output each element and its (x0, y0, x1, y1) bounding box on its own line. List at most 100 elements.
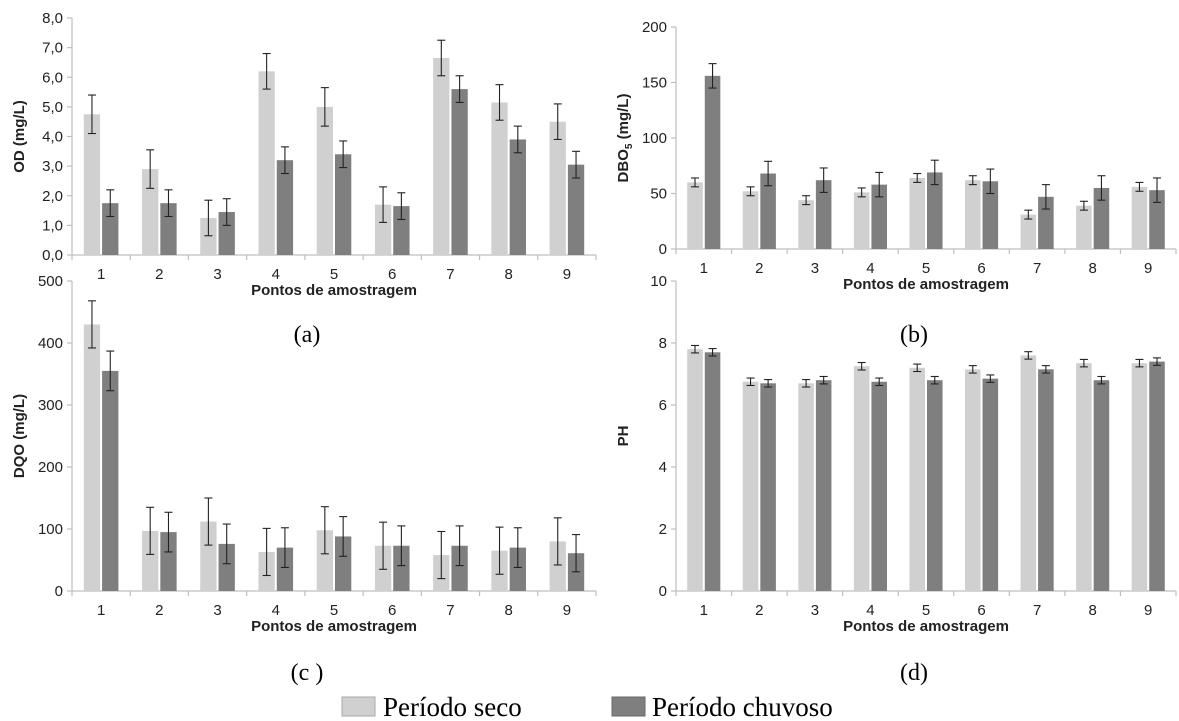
dbo5-error-bar-chuvoso (930, 159, 939, 186)
ph-bar-seco (853, 366, 870, 591)
od-bar-seco (258, 71, 275, 255)
od-error-bar-chuvoso (513, 125, 522, 154)
dbo5-bar-seco (1020, 214, 1037, 249)
dqo-bar-seco (316, 530, 333, 591)
ph-x-tick-label: 2 (755, 602, 763, 619)
dqo-error-bar-chuvoso (339, 516, 348, 557)
dbo5-error-bar-seco (802, 195, 811, 206)
dqo-bar-chuvoso (393, 545, 410, 591)
dqo-error-bar-seco (204, 497, 213, 546)
od-x-tick-label: 1 (97, 266, 105, 283)
ph-error-bar-seco (1079, 358, 1088, 368)
od-x-tick-label: 4 (272, 266, 280, 283)
dqo-error-bar-seco (146, 506, 155, 555)
ph-error-bar-seco (1135, 358, 1144, 368)
dqo-y-tick-label: 400 (38, 335, 63, 352)
dqo-y-tick-label: 300 (38, 397, 63, 414)
od-error-bar-seco (87, 94, 96, 135)
ph-y-axis-title: PH (615, 426, 632, 447)
dqo-error-bar-seco (495, 526, 504, 575)
ph-y-tick-label: 10 (650, 273, 667, 290)
dqo-error-bar-seco (87, 300, 96, 349)
dqo-bar-chuvoso (218, 543, 235, 591)
dbo5-y-tick-label: 150 (642, 75, 667, 92)
ph-y-tick-label: 6 (659, 397, 667, 414)
od-x-axis-title: Pontos de amostragem (251, 282, 417, 299)
ph-error-bar-seco (802, 379, 811, 388)
od-y-tick-label: 6,0 (42, 69, 63, 86)
dqo-bar-seco (200, 521, 217, 591)
dqo-bar-seco (549, 541, 566, 591)
od-y-axis-title: OD (mg/L) (11, 100, 28, 173)
ph-bar-chuvoso (815, 380, 832, 591)
dqo-error-bar-chuvoso (222, 523, 231, 565)
dbo5-error-bar-seco (857, 187, 866, 198)
dbo5-bar-chuvoso (982, 181, 999, 249)
od-y-tick-label: 7,0 (42, 40, 63, 57)
dbo5-y-tick-label: 100 (642, 130, 667, 147)
dqo-error-bar-chuvoso (397, 525, 406, 567)
od-bar-chuvoso (218, 212, 235, 255)
od-error-bar-seco (437, 39, 446, 77)
od-bar-chuvoso (393, 206, 410, 255)
dbo5-error-bar-seco (1024, 209, 1033, 220)
od-bar-chuvoso (102, 203, 119, 255)
od-error-bar-seco (495, 84, 504, 121)
dbo5-error-bar-chuvoso (1153, 177, 1161, 203)
ph-bar-chuvoso (1149, 361, 1165, 591)
ph-bar-seco (1131, 363, 1148, 591)
ph-bar-chuvoso (1038, 369, 1054, 591)
chart-dqo: 0 100 200 300 400 500 1 2 3 4 5 6 7 8 9 Pontos de amost… (11, 273, 597, 635)
od-error-bar-chuvoso (397, 192, 406, 220)
od-x-tick-label: 9 (563, 266, 571, 283)
od-bar-seco (374, 204, 392, 255)
dbo5-x-tick-label: 7 (1033, 260, 1041, 277)
dqo-error-bar-chuvoso (455, 525, 464, 567)
ph-error-bar-seco (968, 365, 977, 374)
dbo5-y-axis-title: DBO5 (mg/L) (615, 94, 635, 183)
od-error-bar-seco (320, 87, 329, 127)
dqo-bar-chuvoso (335, 536, 352, 591)
od-y-tick-label: 8,0 (42, 10, 63, 27)
dbo5-bar-chuvoso (815, 180, 832, 249)
caption-b: (b) (900, 322, 928, 348)
ph-error-bar-seco (746, 377, 755, 387)
od-error-bar-chuvoso (339, 140, 348, 169)
dbo5-error-bar-seco (968, 175, 977, 186)
dqo-error-bar-seco (437, 530, 446, 580)
dbo5-error-bar-seco (746, 186, 755, 197)
dqo-x-tick-label: 2 (155, 602, 163, 619)
ph-bar-chuvoso (871, 381, 887, 591)
dbo5-error-bar-seco (691, 177, 699, 188)
dbo5-error-bar-seco (1079, 200, 1088, 211)
dqo-x-tick-label: 8 (504, 602, 512, 619)
dbo5-x-tick-label: 4 (866, 260, 874, 277)
dbo5-bar-seco (853, 192, 870, 249)
dqo-x-tick-label: 5 (330, 602, 338, 619)
dbo5-error-bar-chuvoso (819, 167, 828, 193)
od-y-tick-label: 0,0 (42, 247, 63, 264)
dbo5-bar-chuvoso (871, 184, 887, 249)
od-x-tick-label: 5 (330, 266, 338, 283)
ph-error-bar-seco (913, 363, 922, 373)
dbo5-x-tick-label: 2 (755, 260, 763, 277)
od-y-tick-label: 4,0 (42, 129, 63, 146)
dqo-error-bar-seco (379, 521, 388, 570)
od-error-bar-chuvoso (164, 189, 173, 218)
od-bar-chuvoso (160, 203, 177, 255)
od-x-tick-label: 6 (388, 266, 396, 283)
dqo-error-bar-chuvoso (280, 527, 289, 568)
od-bar-seco (549, 121, 566, 255)
od-x-tick-label: 8 (504, 266, 512, 283)
dbo5-error-bar-chuvoso (1097, 175, 1106, 201)
od-error-bar-seco (146, 149, 155, 189)
dqo-y-tick-label: 100 (38, 521, 63, 538)
ph-x-tick-label: 4 (866, 602, 874, 619)
ph-bar-chuvoso (704, 352, 721, 591)
caption-c: (c ) (291, 660, 324, 686)
ph-x-tick-label: 9 (1144, 602, 1152, 619)
dbo5-bar-chuvoso (927, 172, 943, 249)
dbo5-error-bar-chuvoso (764, 160, 773, 187)
od-error-bar-seco (204, 199, 213, 237)
